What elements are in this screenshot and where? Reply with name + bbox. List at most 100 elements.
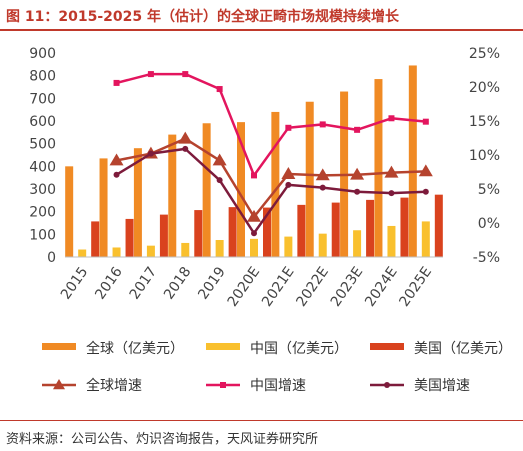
us-bar-2024E [400,197,409,257]
us-growth-point-2024E [388,190,395,197]
global-growth-legend-marker [53,379,65,390]
left-tick-label: 700 [29,91,56,107]
global-growth-legend-label: 全球增速 [86,377,142,394]
global-bar-2021E [271,111,280,257]
x-tick-label: 2018 [161,264,195,302]
us-growth-point-2022E [319,184,326,191]
china-bar-2020E [250,238,258,257]
global-bar-2022E [305,101,314,257]
china-growth-line [116,72,426,177]
global-bar-2024E [374,79,383,257]
left-tick-label: 200 [29,205,56,221]
us-bar-2015 [91,221,100,257]
source-note: 资料来源：公司公告、灼识咨询报告，天风证券研究所 [6,432,319,447]
china-growth-point-2017 [147,71,154,78]
chart-title: 图 11：2015-2025 年（估计）的全球正畸市场规模持续增长 [6,9,399,25]
x-tick-label: 2020E [225,264,264,310]
right-tick-label: 25% [469,46,500,62]
us-bar-legend-label: 美国（亿美元） [414,341,512,357]
china-bar-2025E [421,221,430,257]
china-growth-point-2021E [285,124,292,131]
global-growth-point-2018 [178,131,193,144]
left-tick-label: 800 [29,69,56,85]
global-bar-legend-swatch [42,343,76,350]
china-growth-point-2020E [251,172,257,179]
global-bar-2019 [202,123,211,258]
us-growth-point-2019 [216,177,223,184]
title-underline [0,29,523,31]
global-growth-point-2023E [350,167,365,180]
china-bar-2019 [215,240,224,257]
lines-layer [109,71,433,237]
china-bar-2022E [318,233,327,257]
global-growth-point-2020E [247,209,261,222]
global-growth-point-2016 [109,153,124,166]
us-growth-point-2018 [182,145,189,152]
right-tick-label: 5% [478,182,500,198]
china-growth-point-2023E [354,126,361,133]
global-bar-2018 [168,134,177,257]
left-axis: 0 100 200 300 400 500 600 700 800 900 [29,46,56,266]
x-tick-label: 2022E [293,264,332,310]
china-bar-2018 [181,242,190,257]
china-bar-legend-swatch [206,343,240,350]
right-tick-label: 10% [469,148,500,164]
china-growth-point-2016 [113,79,120,86]
china-growth-point-2024E [388,115,395,122]
china-growth-point-2018 [182,71,189,78]
global-bar-legend-label: 全球（亿美元） [86,340,184,357]
us-growth-point-2023E [354,188,361,195]
left-tick-label: 300 [29,182,56,198]
left-tick-label: 400 [29,159,56,175]
right-tick-label: 15% [469,114,500,130]
china-bar-2021E [284,236,293,257]
us-growth-point-2020E [251,230,257,237]
us-growth-point-2016 [113,171,120,178]
right-tick-label: -5% [473,250,500,266]
x-tick-label: 2023E [328,264,367,310]
right-tick-label: 20% [469,80,500,96]
us-bar-legend-swatch [370,343,404,350]
chart-svg: 0 100 200 300 400 500 600 700 800 900 -5% 0% 5% 10% 1… [29,46,512,394]
global-growth-point-2019 [212,153,227,166]
x-tick-label: 2024E [362,264,401,310]
us-growth-point-2021E [285,181,292,188]
us-bar-2019 [228,207,237,257]
left-tick-label: 600 [29,114,56,130]
us-growth-point-2025E [422,188,429,195]
global-growth-point-2022E [315,168,330,181]
x-axis: 2015 2016 2017 2018 20192020E2021E2022E2023E… [58,264,435,310]
global-bar-2015 [65,166,74,257]
bars-layer [65,65,443,258]
us-growth-line [115,147,426,235]
china-growth-legend-marker [220,382,226,388]
us-bar-2018 [194,210,203,257]
china-bar-2023E [353,230,362,257]
global-bar-2025E [408,65,417,257]
china-bar-2017 [146,245,155,257]
us-bar-2025E [434,194,443,257]
us-growth-legend-marker [384,382,390,388]
us-bar-2021E [297,204,306,257]
global-growth-point-2025E [418,164,433,177]
us-bar-2017 [159,214,168,257]
global-bar-2017 [133,148,142,257]
x-tick-label: 2015 [58,264,92,302]
china-bar-2015 [78,249,87,257]
left-tick-label: 900 [29,46,56,62]
china-bar-2016 [112,247,121,257]
left-tick-label: 100 [29,227,56,243]
us-growth-legend-label: 美国增速 [414,378,470,394]
china-bar-legend-label: 中国（亿美元） [250,341,348,357]
global-growth-point-2024E [384,165,399,178]
global-bar-2020E [237,122,245,257]
footer-rule [0,420,523,421]
us-bar-2016 [125,218,134,257]
us-bar-2022E [331,202,340,257]
x-tick-label: 2016 [92,264,126,302]
left-tick-label: 500 [29,137,56,153]
us-bar-2023E [366,199,375,257]
x-tick-label: 2021E [259,264,298,310]
left-tick-label: 0 [47,250,56,266]
right-axis: -5% 0% 5% 10% 15% 20% 25% [469,46,500,266]
